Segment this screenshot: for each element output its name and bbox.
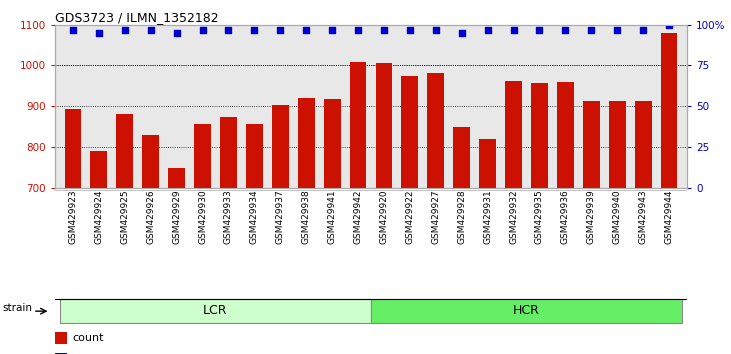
Text: GSM429932: GSM429932: [509, 190, 518, 244]
Bar: [376, 63, 393, 354]
Text: GSM429925: GSM429925: [121, 190, 129, 244]
Text: GSM429942: GSM429942: [354, 190, 363, 244]
Point: [404, 27, 416, 33]
Bar: [505, 81, 522, 354]
Bar: [143, 135, 159, 354]
Text: GSM429929: GSM429929: [172, 190, 181, 244]
Text: count: count: [72, 333, 104, 343]
Point: [119, 27, 131, 33]
Point: [300, 27, 312, 33]
Bar: [60, 299, 371, 322]
Text: GSM429935: GSM429935: [535, 190, 544, 245]
Text: GDS3723 / ILMN_1352182: GDS3723 / ILMN_1352182: [55, 11, 219, 24]
Bar: [609, 101, 626, 354]
Bar: [531, 82, 548, 354]
Text: GSM429926: GSM429926: [146, 190, 155, 244]
Text: GSM429936: GSM429936: [561, 190, 570, 245]
Bar: [272, 105, 289, 354]
Text: GSM429937: GSM429937: [276, 190, 285, 245]
Point: [223, 27, 235, 33]
Point: [274, 27, 286, 33]
Text: GSM429927: GSM429927: [431, 190, 440, 244]
Text: LCR: LCR: [203, 304, 228, 317]
Text: GSM429944: GSM429944: [664, 190, 673, 244]
Point: [611, 27, 623, 33]
Text: strain: strain: [3, 303, 33, 313]
Bar: [480, 139, 496, 354]
Bar: [583, 101, 599, 354]
Point: [197, 27, 208, 33]
Bar: [64, 109, 81, 354]
Bar: [635, 101, 651, 354]
Bar: [220, 117, 237, 354]
Bar: [428, 73, 444, 354]
Text: GSM429928: GSM429928: [457, 190, 466, 244]
Text: GSM429940: GSM429940: [613, 190, 621, 244]
Point: [482, 27, 493, 33]
Point: [430, 27, 442, 33]
Point: [326, 27, 338, 33]
Text: GSM429938: GSM429938: [302, 190, 311, 245]
Bar: [246, 124, 262, 354]
Text: GSM429923: GSM429923: [69, 190, 77, 244]
Bar: [453, 127, 470, 354]
Bar: [55, 332, 67, 344]
Point: [507, 27, 519, 33]
Bar: [401, 76, 418, 354]
Point: [586, 27, 597, 33]
Bar: [349, 62, 366, 354]
Bar: [194, 124, 211, 354]
Text: GSM429930: GSM429930: [198, 190, 207, 245]
Point: [637, 27, 649, 33]
Bar: [324, 99, 341, 354]
Text: GSM429922: GSM429922: [406, 190, 414, 244]
Point: [663, 22, 675, 28]
Point: [352, 27, 364, 33]
Text: GSM429924: GSM429924: [94, 190, 103, 244]
Text: GSM429941: GSM429941: [327, 190, 336, 244]
Point: [456, 30, 468, 36]
Text: GSM429933: GSM429933: [224, 190, 233, 245]
Bar: [55, 353, 67, 354]
Bar: [168, 169, 185, 354]
Bar: [661, 33, 678, 354]
Bar: [91, 150, 107, 354]
Text: GSM429943: GSM429943: [639, 190, 648, 244]
Point: [93, 30, 105, 36]
Bar: [116, 114, 133, 354]
Text: HCR: HCR: [513, 304, 540, 317]
Bar: [557, 82, 574, 354]
Point: [249, 27, 260, 33]
Text: GSM429939: GSM429939: [587, 190, 596, 245]
Bar: [298, 98, 314, 354]
Point: [67, 27, 79, 33]
Point: [145, 27, 156, 33]
Text: GSM429920: GSM429920: [379, 190, 388, 244]
Text: GSM429931: GSM429931: [483, 190, 492, 245]
Point: [559, 27, 571, 33]
Point: [171, 30, 183, 36]
Text: GSM429934: GSM429934: [250, 190, 259, 244]
Point: [534, 27, 545, 33]
Point: [378, 27, 390, 33]
Bar: [371, 299, 682, 322]
